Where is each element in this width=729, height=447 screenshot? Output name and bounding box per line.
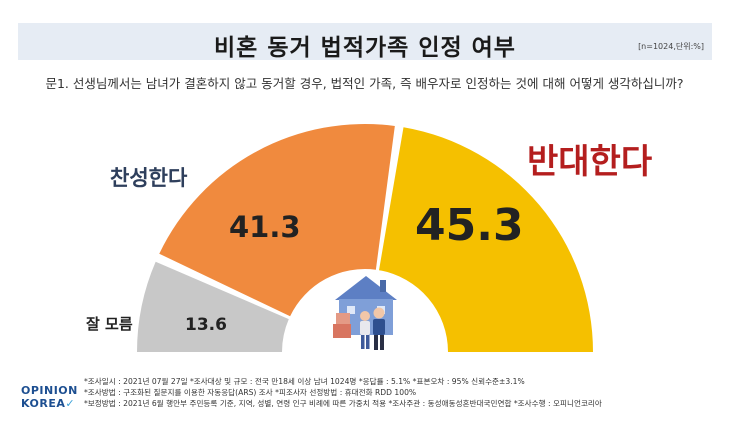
check-icon: ✓ xyxy=(65,397,76,410)
agree-value: 41.3 xyxy=(229,210,301,244)
page-title: 비혼 동거 법적가족 인정 여부 xyxy=(214,35,516,61)
survey-question: 문1. 선생님께서는 남녀가 결혼하지 않고 동거할 경우, 법적인 가족, 즉… xyxy=(45,76,684,91)
survey-notes: *조사일시 : 2021년 07월 27일 *조사대상 및 규모 : 전국 만1… xyxy=(84,376,602,410)
agree-label: 찬성한다 xyxy=(110,166,188,190)
logo-line2: KOREA xyxy=(21,397,66,410)
unit-note: [n=1024,단위:%] xyxy=(638,42,704,51)
oppose-slice xyxy=(379,127,593,353)
unsure-label: 잘 모름 xyxy=(86,315,133,333)
opinion-korea-logo: OPINION KOREA✓ xyxy=(21,384,78,410)
agree-slice xyxy=(159,123,395,317)
oppose-value: 45.3 xyxy=(415,200,524,251)
unsure-value: 13.6 xyxy=(185,315,227,335)
note-line: *조사방법 : 구조화된 질문지를 이용한 자동응답(ARS) 조사 *피조사자… xyxy=(84,388,417,398)
oppose-label: 반대한다 xyxy=(527,142,653,182)
unsure-slice xyxy=(137,261,289,352)
note-line: *조사일시 : 2021년 07월 27일 *조사대상 및 규모 : 전국 만1… xyxy=(84,377,525,386)
family-house-icon xyxy=(333,276,397,350)
logo-line1: OPINION xyxy=(21,384,78,397)
note-line: *보정방법 : 2021년 6월 행안부 주민등록 기준, 지역, 성별, 연령… xyxy=(84,399,602,409)
title-band: 비혼 동거 법적가족 인정 여부 [n=1024,단위:%] xyxy=(18,23,712,61)
